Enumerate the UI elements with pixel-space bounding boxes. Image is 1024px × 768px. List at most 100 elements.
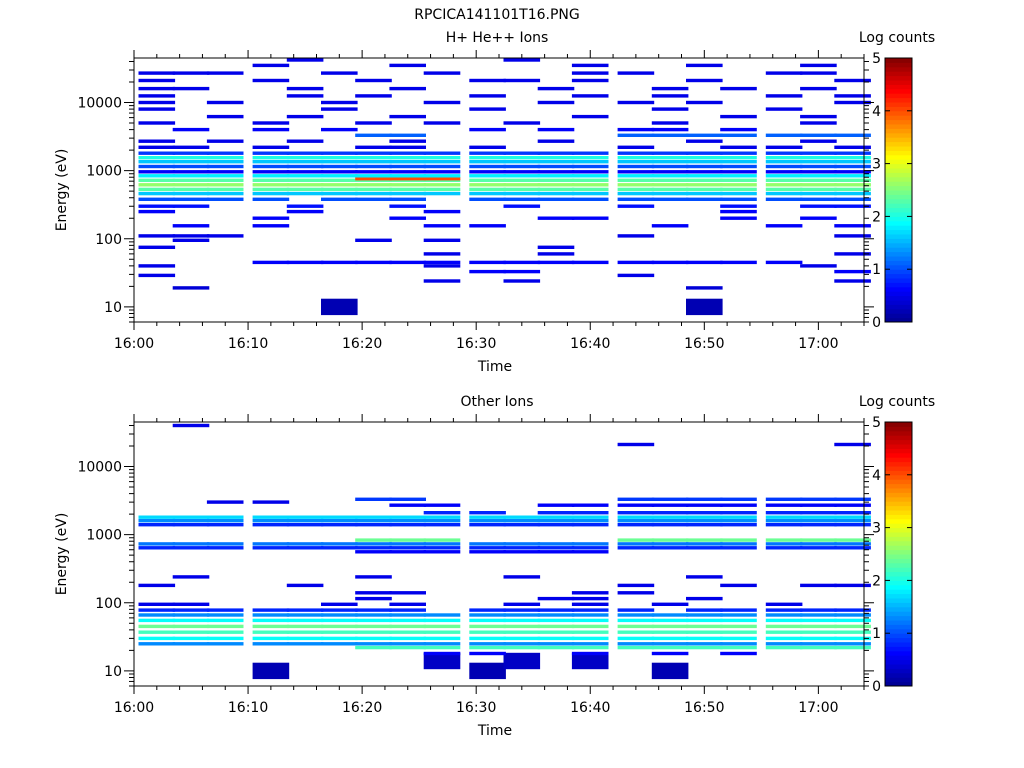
heatmap-cell <box>720 127 757 132</box>
colorbar-step <box>885 505 912 511</box>
heatmap-cell <box>834 523 871 527</box>
heatmap-cell <box>720 151 757 155</box>
heatmap-cell <box>321 624 358 629</box>
heatmap-cell <box>800 630 837 634</box>
colorbar-step <box>885 308 912 314</box>
heatmap-cell <box>800 174 837 178</box>
heatmap-cell <box>138 608 176 612</box>
heatmap-cell <box>617 183 655 187</box>
heatmap-cell <box>765 191 803 196</box>
heatmap-cell <box>389 613 426 617</box>
heatmap-cell <box>389 156 426 160</box>
heatmap-cell <box>617 608 655 612</box>
heatmap-cell <box>138 583 176 588</box>
heatmap-cell <box>686 197 723 201</box>
heatmap-cell <box>286 174 324 178</box>
heatmap-cell <box>686 100 723 105</box>
heatmap-cell <box>469 160 506 164</box>
heatmap-cell <box>571 114 609 119</box>
heatmap-cell <box>469 178 506 182</box>
heatmap-cell <box>571 260 609 265</box>
heatmap-cell <box>138 160 176 164</box>
heatmap-cell <box>206 618 244 623</box>
heatmap-cell <box>503 523 541 527</box>
heatmap-cell <box>686 618 723 623</box>
heatmap-cell <box>651 546 689 550</box>
heatmap-cell <box>389 160 426 164</box>
heatmap-cell <box>172 608 210 612</box>
colorbar-step <box>885 496 912 502</box>
heatmap-cell <box>686 645 723 650</box>
heatmap-cell <box>503 519 541 523</box>
heatmap-cell <box>423 511 461 515</box>
heatmap-cell <box>252 197 290 201</box>
heatmap-cell <box>423 630 461 634</box>
colorbar-step <box>885 88 912 94</box>
heatmap-cell <box>172 156 210 160</box>
heatmap-cell <box>469 156 506 160</box>
heatmap-cells <box>138 423 871 680</box>
heatmap-cell <box>720 636 757 641</box>
heatmap-cell <box>503 151 541 155</box>
colorbar-step <box>885 672 912 678</box>
heatmap-cell <box>469 550 506 554</box>
colorbar-step <box>885 312 912 319</box>
heatmap-cell <box>389 546 426 550</box>
heatmap-cell <box>503 183 541 187</box>
colorbar-step <box>885 110 912 116</box>
heatmap-cell <box>571 519 609 523</box>
colorbar-step <box>885 549 912 555</box>
colorbar-step <box>885 224 912 231</box>
heatmap-cell <box>172 519 210 523</box>
heatmap-cell <box>765 642 803 646</box>
heatmap-cell <box>800 151 837 155</box>
heatmap-cell <box>206 187 244 192</box>
heatmap-cell <box>423 183 461 187</box>
heatmap-cell <box>720 642 757 646</box>
heatmap-cell <box>537 170 575 174</box>
heatmap-cell <box>720 204 757 208</box>
heatmap-cell <box>617 187 655 192</box>
heatmap-cell <box>686 642 723 646</box>
colorbar-step <box>885 571 912 577</box>
heatmap-cell <box>172 642 210 646</box>
heatmap-cell <box>206 515 244 519</box>
colorbar-step <box>885 180 912 187</box>
colorbar-step <box>885 667 912 674</box>
heatmap-cell <box>617 127 655 132</box>
colorbar-step <box>885 101 912 107</box>
heatmap-cell <box>206 174 244 178</box>
heatmap-cell <box>469 269 506 274</box>
colorbar-step <box>885 145 912 151</box>
heatmap-cell <box>617 178 655 182</box>
heatmap-cell <box>571 602 609 606</box>
heatmap-cell <box>765 224 803 228</box>
colorbar-step <box>885 601 912 608</box>
heatmap-cell <box>503 515 541 519</box>
colorbar-step <box>885 132 912 138</box>
heatmap-cell <box>571 645 609 650</box>
heatmap-cell <box>286 156 324 160</box>
heatmap-cell <box>651 164 689 169</box>
heatmap-cell <box>172 523 210 527</box>
heatmap-cell <box>355 515 392 519</box>
heatmap-cell <box>355 151 392 155</box>
heatmap-cell <box>423 260 461 265</box>
heatmap-cell <box>800 160 837 164</box>
heatmap-cell <box>503 156 541 160</box>
heatmap-cell <box>206 636 244 641</box>
heatmap-cell <box>617 497 655 501</box>
heatmap-cell <box>617 71 655 75</box>
heatmap-cell <box>172 191 210 196</box>
heatmap-cell <box>206 608 244 612</box>
heatmap-cell <box>469 145 506 149</box>
heatmap-cell <box>617 630 655 634</box>
heatmap-cell <box>321 156 358 160</box>
heatmap-cell <box>537 86 575 91</box>
heatmap-cell <box>686 160 723 164</box>
heatmap-cell <box>321 542 358 546</box>
colorbar-step <box>885 566 912 573</box>
heatmap-cell <box>571 503 609 507</box>
x-tick-label: 16:20 <box>342 336 382 352</box>
heatmap-cell <box>651 178 689 182</box>
